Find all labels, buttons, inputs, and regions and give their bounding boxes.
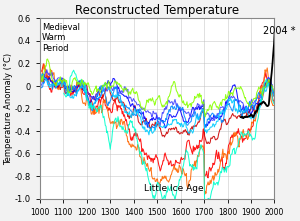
Y-axis label: Temperature Anomaly (°C): Temperature Anomaly (°C) [4,53,13,165]
Text: Medieval
Warm
Period: Medieval Warm Period [42,23,80,53]
Text: Little Ice Age: Little Ice Age [144,184,203,193]
Text: 2004 *: 2004 * [263,26,296,36]
Title: Reconstructed Temperature: Reconstructed Temperature [75,4,239,17]
